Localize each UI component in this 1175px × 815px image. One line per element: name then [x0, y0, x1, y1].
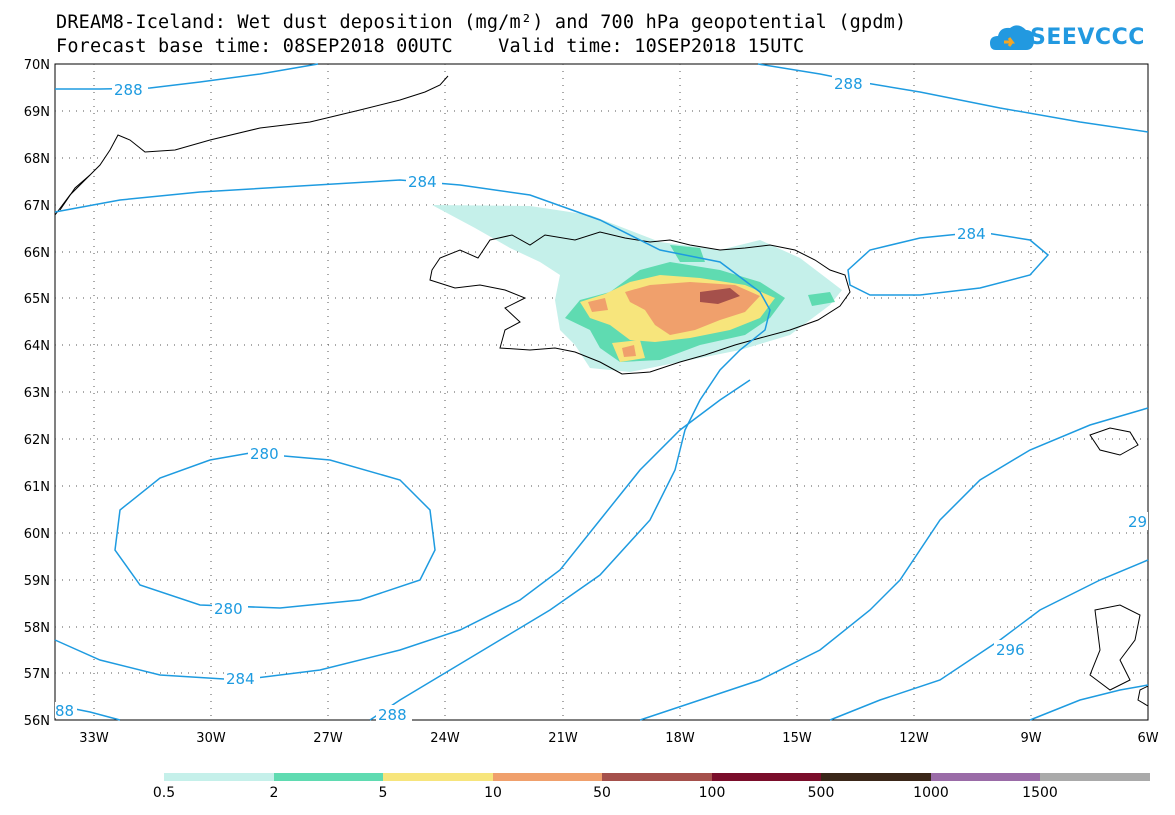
legend-label: 500 [808, 785, 835, 801]
legend-swatch [931, 773, 1040, 781]
latitude-labels: 70N 69N 68N 67N 66N 65N 64N 63N 62N 61N … [24, 58, 50, 729]
contour-label: 88 [55, 702, 74, 720]
map-subtitle: Forecast base time: 08SEP2018 00UTC Vali… [56, 36, 805, 57]
logo-text: SEEVCCC [1030, 25, 1145, 50]
graticule [55, 64, 1148, 720]
lat-label: 56N [24, 714, 50, 729]
legend-label: 5 [379, 785, 388, 801]
lat-label: 57N [24, 667, 50, 682]
cloud-icon [990, 25, 1034, 50]
contour-label: 296 [996, 641, 1025, 659]
legend-swatch [1040, 773, 1150, 781]
longitude-labels: 33W 30W 27W 24W 21W 18W 15W 12W 9W 6W [79, 731, 1158, 746]
legend-label: 1000 [913, 785, 949, 801]
legend-swatch [712, 773, 821, 781]
legend-swatch [164, 773, 274, 781]
geopotential-contours [54, 63, 1149, 721]
color-legend: 0.5 2 5 10 50 100 500 1000 1500 [153, 773, 1150, 801]
lon-label: 27W [313, 731, 343, 746]
legend-label: 2 [270, 785, 279, 801]
lat-label: 70N [24, 58, 50, 73]
lat-label: 68N [24, 152, 50, 167]
legend-label: 10 [484, 785, 502, 801]
contour-label: 284 [226, 670, 255, 688]
lat-label: 69N [24, 105, 50, 120]
contour-label: 288 [834, 75, 863, 93]
contour-label: 29 [1128, 513, 1147, 531]
lon-label: 12W [899, 731, 929, 746]
lat-label: 58N [24, 621, 50, 636]
contour-label: 288 [114, 81, 143, 99]
lon-label: 9W [1020, 731, 1041, 746]
lat-label: 64N [24, 339, 50, 354]
contour-label: 280 [250, 445, 279, 463]
lon-label: 33W [79, 731, 109, 746]
lat-label: 66N [24, 246, 50, 261]
legend-swatch [602, 773, 712, 781]
legend-swatch [383, 773, 493, 781]
lat-label: 59N [24, 574, 50, 589]
contour-label-group: 288 288 284 284 280 280 284 288 296 29 8… [55, 74, 1148, 724]
contour-label: 284 [408, 173, 437, 191]
lon-label: 6W [1137, 731, 1158, 746]
contour-label: 284 [957, 225, 986, 243]
coastlines [54, 75, 1149, 707]
lon-label: 24W [430, 731, 460, 746]
legend-label: 50 [593, 785, 611, 801]
contour-label: 280 [214, 600, 243, 618]
legend-label: 1500 [1022, 785, 1058, 801]
lat-label: 61N [24, 480, 50, 495]
lon-label: 15W [782, 731, 812, 746]
contour-label: 288 [378, 706, 407, 724]
lon-label: 18W [665, 731, 695, 746]
lat-label: 60N [24, 527, 50, 542]
lat-label: 67N [24, 199, 50, 214]
lat-label: 63N [24, 386, 50, 401]
legend-swatch [821, 773, 931, 781]
lat-label: 62N [24, 433, 50, 448]
legend-label: 0.5 [153, 785, 175, 801]
dust-deposition-field [432, 205, 842, 372]
lat-label: 65N [24, 292, 50, 307]
lon-label: 30W [196, 731, 226, 746]
lon-label: 21W [548, 731, 578, 746]
legend-swatch [493, 773, 602, 781]
legend-label: 100 [699, 785, 726, 801]
legend-swatch [274, 773, 383, 781]
map-title: DREAM8-Iceland: Wet dust deposition (mg/… [56, 12, 907, 33]
